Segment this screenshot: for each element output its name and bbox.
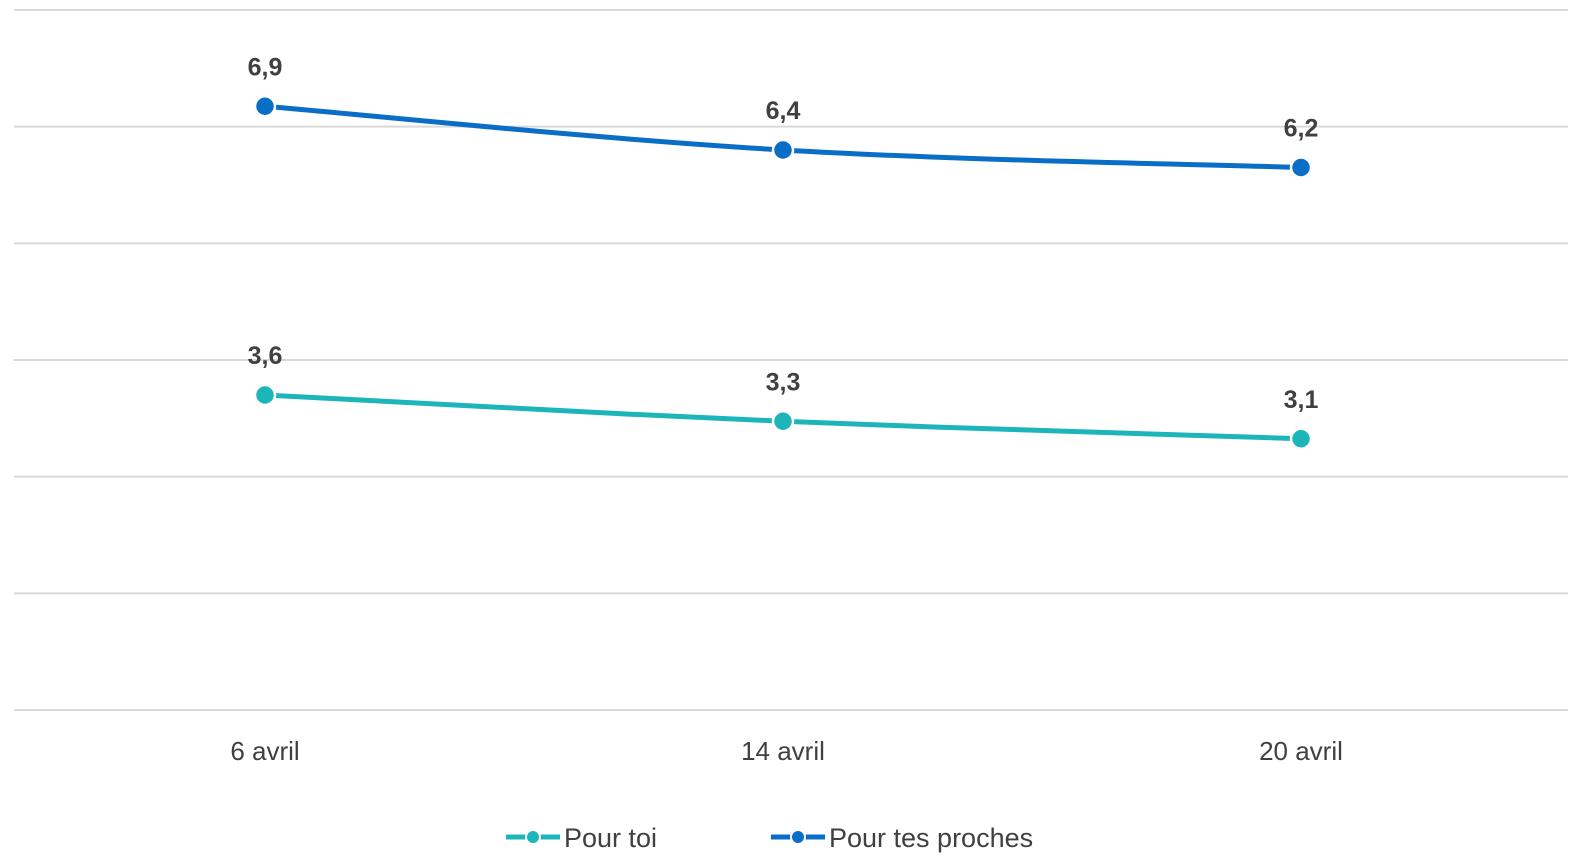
data-label: 6,2 <box>1284 115 1319 143</box>
x-axis: 6 avril 14 avril 20 avril <box>230 736 1343 766</box>
legend-item: Pour toi <box>506 823 657 853</box>
legend: Pour toi Pour tes proches <box>506 823 1033 853</box>
legend-label: Pour tes proches <box>829 823 1033 853</box>
x-tick-label: 20 avril <box>1259 736 1343 766</box>
series-1: 3,6 3,3 3,1 <box>248 342 1319 450</box>
gridlines <box>14 9 1568 711</box>
data-point <box>253 95 277 118</box>
legend-item: Pour tes proches <box>771 823 1033 853</box>
data-label: 6,4 <box>766 97 801 125</box>
legend-marker <box>790 829 806 845</box>
data-label: 6,9 <box>248 53 283 81</box>
data-point <box>1289 427 1313 450</box>
series-2: 6,9 6,4 6,2 <box>248 53 1319 179</box>
legend-marker <box>525 829 541 845</box>
x-tick-label: 6 avril <box>230 736 299 766</box>
data-point <box>1289 156 1313 179</box>
data-label: 3,6 <box>248 342 283 370</box>
series-layer: 3,6 3,3 3,1 6,9 6,4 6,2 <box>248 53 1319 450</box>
data-label: 3,1 <box>1284 386 1319 414</box>
x-tick-label: 14 avril <box>741 736 825 766</box>
data-point <box>771 138 795 162</box>
data-label: 3,3 <box>766 368 801 396</box>
legend-label: Pour toi <box>564 823 657 853</box>
data-point <box>253 383 277 407</box>
data-point <box>771 410 795 433</box>
